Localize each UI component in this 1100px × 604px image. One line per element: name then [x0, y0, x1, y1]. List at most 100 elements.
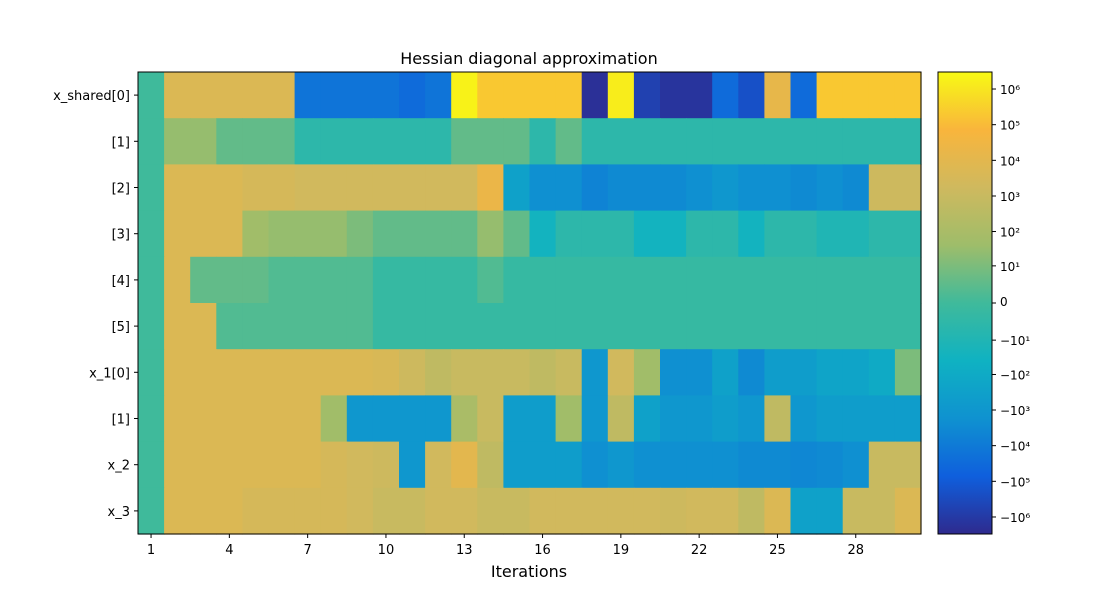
- heatmap-cell: [242, 303, 270, 350]
- heatmap-cell: [842, 349, 870, 396]
- heatmap-cell: [294, 210, 322, 258]
- heatmap-cell: [529, 118, 557, 165]
- heatmap-cell: [555, 441, 583, 489]
- heatmap-cell: [712, 441, 739, 489]
- x-tick-label: 25: [769, 543, 786, 558]
- heatmap-cell: [581, 303, 609, 350]
- heatmap-cell: [581, 210, 609, 258]
- x-axis: 1 4 7 10 13 16 19 22 25 28: [147, 534, 864, 558]
- heatmap-cell: [425, 349, 452, 396]
- heatmap-cell: [346, 72, 374, 119]
- heatmap-cell: [477, 164, 504, 212]
- heatmap-cell: [842, 303, 870, 350]
- x-axis-label: Iterations: [491, 562, 567, 581]
- heatmap-cell: [503, 395, 531, 443]
- heatmap-cell: [555, 349, 583, 396]
- heatmap-cell: [242, 441, 270, 489]
- heatmap-cell: [372, 210, 400, 258]
- heatmap-cell: [529, 303, 557, 350]
- heatmap-cell: [346, 349, 374, 396]
- heatmap-cell: [399, 487, 426, 535]
- heatmap-cell: [294, 349, 322, 396]
- colorbar-tick-label: −10⁴: [1000, 440, 1030, 454]
- heatmap-cell: [868, 118, 896, 165]
- heatmap-cell: [320, 349, 348, 396]
- x-tick-label: 22: [691, 543, 708, 558]
- heatmap-cell: [816, 487, 844, 535]
- heatmap-cell: [138, 210, 165, 258]
- heatmap-cell: [216, 72, 243, 119]
- heatmap-cell: [268, 395, 296, 443]
- y-axis: x_shared[0] [1] [2] [3] [4] [5] x_1[0] [1] x_2 x_…: [53, 89, 138, 520]
- x-tick-label: 7: [304, 543, 312, 558]
- heatmap-cell: [686, 395, 713, 443]
- heatmap-cell: [242, 164, 270, 212]
- heatmap-cell: [477, 118, 504, 165]
- heatmap-cell: [581, 395, 609, 443]
- heatmap-cell: [268, 349, 296, 396]
- heatmap-cell: [216, 303, 243, 350]
- heatmap-cell: [581, 349, 609, 396]
- heatmap-cell: [503, 349, 531, 396]
- heatmap-cell: [294, 395, 322, 443]
- heatmap-cell: [738, 395, 765, 443]
- heatmap-cell: [399, 164, 426, 212]
- heatmap-cell: [216, 349, 243, 396]
- heatmap-cell: [842, 256, 870, 304]
- heatmap-cell: [790, 487, 818, 535]
- heatmap-cell: [320, 487, 348, 535]
- heatmap-cell: [216, 210, 243, 258]
- heatmap-cell: [216, 164, 243, 212]
- heatmap-cell: [686, 72, 713, 119]
- colorbar-tick-label: −10¹: [1000, 334, 1030, 348]
- heatmap-cell: [164, 256, 191, 304]
- heatmap-cell: [868, 164, 896, 212]
- heatmap-cell: [216, 395, 243, 443]
- heatmap-cell: [346, 441, 374, 489]
- heatmap-cell: [216, 441, 243, 489]
- heatmap-cell: [346, 118, 374, 165]
- heatmap-cell: [451, 164, 478, 212]
- heatmap-cell: [425, 210, 452, 258]
- heatmap-cell: [894, 256, 922, 304]
- heatmap-cell: [320, 118, 348, 165]
- heatmap-cell: [477, 487, 504, 535]
- heatmap-cell: [816, 303, 844, 350]
- heatmap-cell: [451, 72, 478, 119]
- heatmap-cell: [242, 487, 270, 535]
- heatmap-cell: [399, 118, 426, 165]
- x-tick-label: 13: [456, 543, 473, 558]
- heatmap-cell: [138, 303, 165, 350]
- heatmap-cell: [451, 349, 478, 396]
- heatmap-cell: [764, 441, 792, 489]
- heatmap-cell: [268, 487, 296, 535]
- heatmap-cell: [138, 118, 165, 165]
- heatmap-cell: [425, 487, 452, 535]
- heatmap-cell: [372, 395, 400, 443]
- x-tick-label: 19: [613, 543, 630, 558]
- heatmap-cell: [633, 72, 661, 119]
- heatmap-cell: [294, 164, 322, 212]
- heatmap-cell: [529, 210, 557, 258]
- heatmap-cell: [738, 303, 765, 350]
- heatmap-cell: [164, 210, 191, 258]
- heatmap-cell: [894, 164, 922, 212]
- heatmap-cell: [138, 441, 165, 489]
- heatmap-cell: [660, 303, 687, 350]
- colorbar-tick-label: 10²: [1000, 226, 1020, 240]
- heatmap-cell: [503, 487, 531, 535]
- heatmap-cell: [242, 210, 270, 258]
- heatmap-cell: [399, 210, 426, 258]
- colorbar-tick-label: −10⁶: [1000, 511, 1030, 525]
- heatmap-cell: [555, 118, 583, 165]
- heatmap-cell: [633, 118, 661, 165]
- y-tick-label: [4]: [112, 274, 130, 289]
- heatmap-cell: [894, 210, 922, 258]
- heatmap-cell: [790, 118, 818, 165]
- colorbar-tick-label: 10⁵: [1000, 119, 1020, 133]
- heatmap-cell: [660, 164, 687, 212]
- heatmap-cell: [164, 395, 191, 443]
- heatmap-cell: [294, 256, 322, 304]
- heatmap-cell: [268, 441, 296, 489]
- heatmap-cell: [190, 256, 217, 304]
